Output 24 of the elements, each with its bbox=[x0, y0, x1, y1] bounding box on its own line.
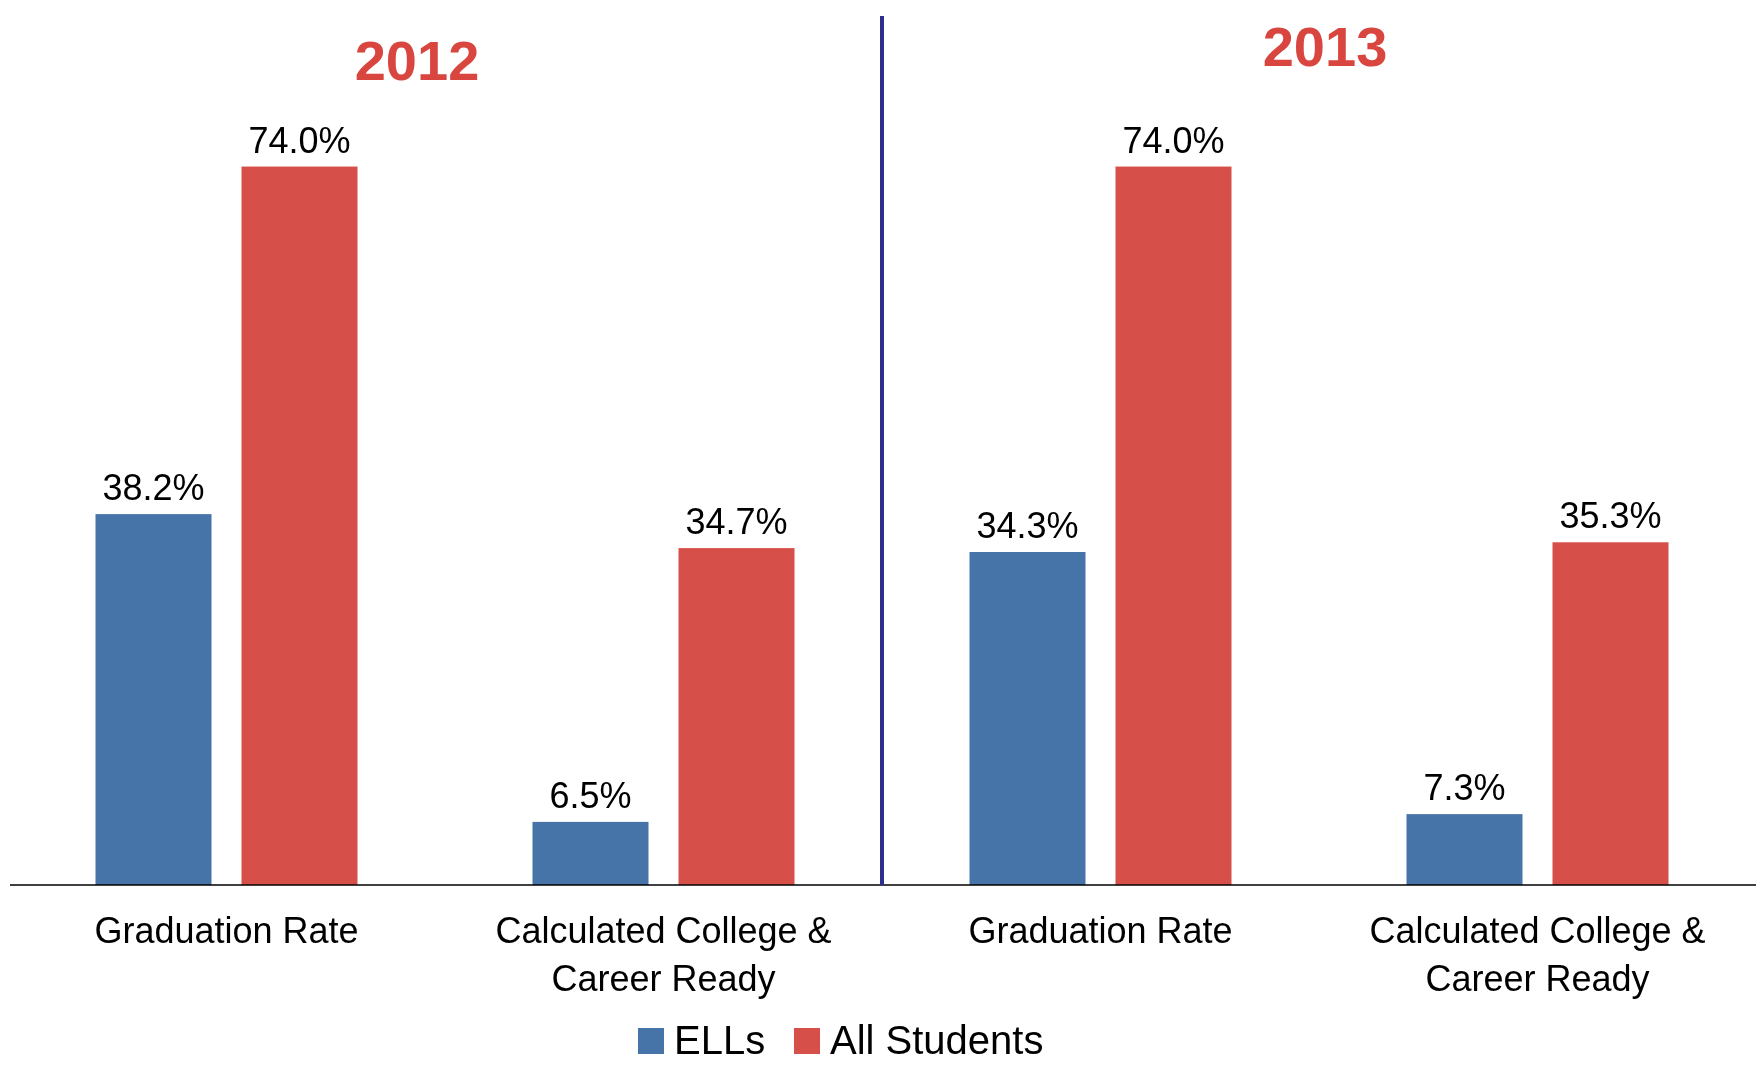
bar bbox=[678, 548, 795, 885]
data-label: 7.3% bbox=[1423, 767, 1506, 809]
data-label: 74.0% bbox=[248, 119, 351, 161]
x-tick-label: Calculated College & Career Ready bbox=[1369, 910, 1706, 999]
bar bbox=[95, 514, 212, 885]
data-label: 34.3% bbox=[976, 504, 1079, 546]
chart-title: 2013 bbox=[1262, 15, 1388, 78]
data-label: 74.0% bbox=[1122, 119, 1225, 161]
data-label: 35.3% bbox=[1559, 495, 1662, 537]
data-label: 38.2% bbox=[102, 467, 205, 509]
x-tick-label: Calculated College & Career Ready bbox=[495, 910, 832, 999]
bar bbox=[241, 166, 358, 885]
bar bbox=[1552, 542, 1669, 885]
bar bbox=[1406, 814, 1523, 885]
legend-label: All Students bbox=[830, 1018, 1044, 1062]
data-label: 6.5% bbox=[549, 774, 632, 816]
data-label: 34.7% bbox=[685, 501, 788, 543]
bar bbox=[1115, 166, 1232, 885]
chart-title: 2012 bbox=[354, 29, 480, 92]
x-tick-label: Graduation Rate bbox=[94, 910, 359, 951]
bar bbox=[969, 551, 1086, 885]
bar bbox=[532, 821, 649, 885]
legend-label: ELLs bbox=[674, 1018, 766, 1062]
x-tick-label: Graduation Rate bbox=[968, 910, 1233, 951]
